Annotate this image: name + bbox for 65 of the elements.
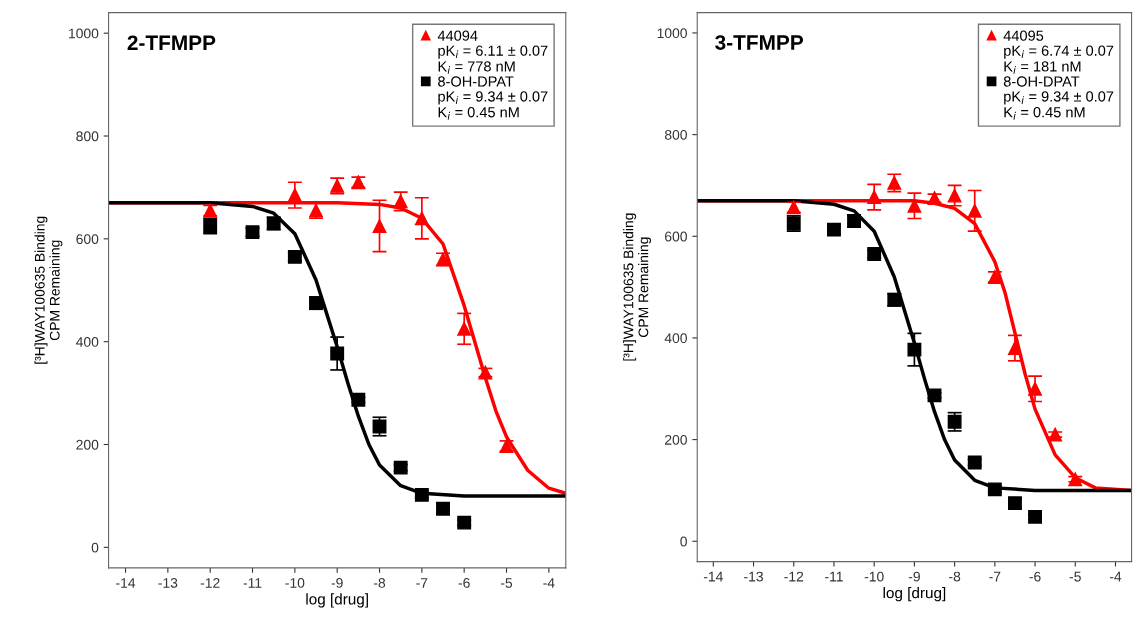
point xyxy=(1048,427,1063,442)
point xyxy=(947,188,962,203)
x-tick-label: -6 xyxy=(1029,571,1041,582)
y-tick-label: 200 xyxy=(76,439,99,450)
point xyxy=(457,321,472,336)
y-axis-title: [³H]WAY100635 Binding CPM Remaining xyxy=(34,216,63,364)
x-tick-label: -9 xyxy=(908,571,920,582)
x-tick-label: -12 xyxy=(784,571,804,582)
annotation: pK$_{i}$ = 6.11 ± 0.07 K$_{i}$ = 778 nM xyxy=(438,45,548,74)
x-tick-label: -13 xyxy=(158,577,178,588)
x-tick-label: -7 xyxy=(989,571,1001,582)
y-tick-label: 600 xyxy=(665,231,687,242)
point xyxy=(907,342,922,357)
annotation: pK$_{i}$ = 9.34 ± 0.07 K$_{i}$ = 0.45 nM xyxy=(1004,91,1114,120)
y-axis-title: [³H]WAY100635 Binding CPM Remaining xyxy=(623,213,652,361)
y-tick-label: 400 xyxy=(76,337,99,347)
x-tick-label: -5 xyxy=(500,578,513,588)
x-tick-label: -4 xyxy=(1109,571,1122,582)
point xyxy=(1007,496,1022,511)
legend-label: 8-OH-DPAT xyxy=(438,76,514,87)
legend-label: 44094 xyxy=(437,30,478,41)
y-tick-label: 200 xyxy=(665,434,687,445)
point xyxy=(1068,472,1083,487)
y-tick-label: 0 xyxy=(680,536,687,547)
point xyxy=(967,203,982,218)
x-tick-label: -14 xyxy=(116,578,136,588)
point xyxy=(414,211,429,226)
text: 3-TFMPP xyxy=(715,35,804,50)
y-tick-label: 1000 xyxy=(69,28,99,39)
x-axis-title: log [drug] xyxy=(306,593,368,608)
x-tick-label: -5 xyxy=(1069,571,1081,582)
text: 2-TFMPP xyxy=(127,35,216,50)
y-tick-label: 800 xyxy=(76,131,99,142)
x-tick-label: -7 xyxy=(416,578,428,588)
x-tick-label: -10 xyxy=(864,571,884,582)
x-tick-label: -6 xyxy=(458,577,470,588)
y-tick-label: 1000 xyxy=(657,28,687,39)
point xyxy=(1007,341,1022,356)
annotation: pK$_{i}$ = 6.74 ± 0.07 K$_{i}$ = 181 nM xyxy=(1004,45,1114,74)
x-tick-label: -8 xyxy=(949,571,961,582)
point xyxy=(1028,381,1042,396)
x-tick-label: -12 xyxy=(200,577,220,588)
y-tick-label: 800 xyxy=(664,129,687,140)
annotation: pK$_{i}$ = 9.34 ± 0.07 K$_{i}$ = 0.45 nM xyxy=(438,91,548,120)
point xyxy=(827,222,841,237)
x-tick-label: -11 xyxy=(243,578,262,588)
point xyxy=(287,188,302,203)
y-tick-label: 0 xyxy=(91,542,99,553)
x-axis-title: log [drug] xyxy=(883,587,946,602)
x-tick-label: -8 xyxy=(373,577,386,588)
x-tick-label: -11 xyxy=(825,571,843,582)
point xyxy=(847,214,862,228)
point xyxy=(867,190,882,205)
point xyxy=(330,346,345,361)
point xyxy=(372,219,387,233)
legend-label: 8-OH-DPAT xyxy=(1003,76,1080,87)
legend-label: 44095 xyxy=(1003,30,1044,41)
x-tick-label: -4 xyxy=(543,578,555,588)
y-tick-label: 600 xyxy=(76,234,99,245)
y-tick-label: 400 xyxy=(664,333,687,344)
point xyxy=(1028,509,1042,524)
x-tick-label: -13 xyxy=(744,571,763,582)
x-tick-label: -9 xyxy=(331,577,343,588)
x-tick-label: -10 xyxy=(285,577,305,588)
x-tick-label: -14 xyxy=(703,571,723,582)
